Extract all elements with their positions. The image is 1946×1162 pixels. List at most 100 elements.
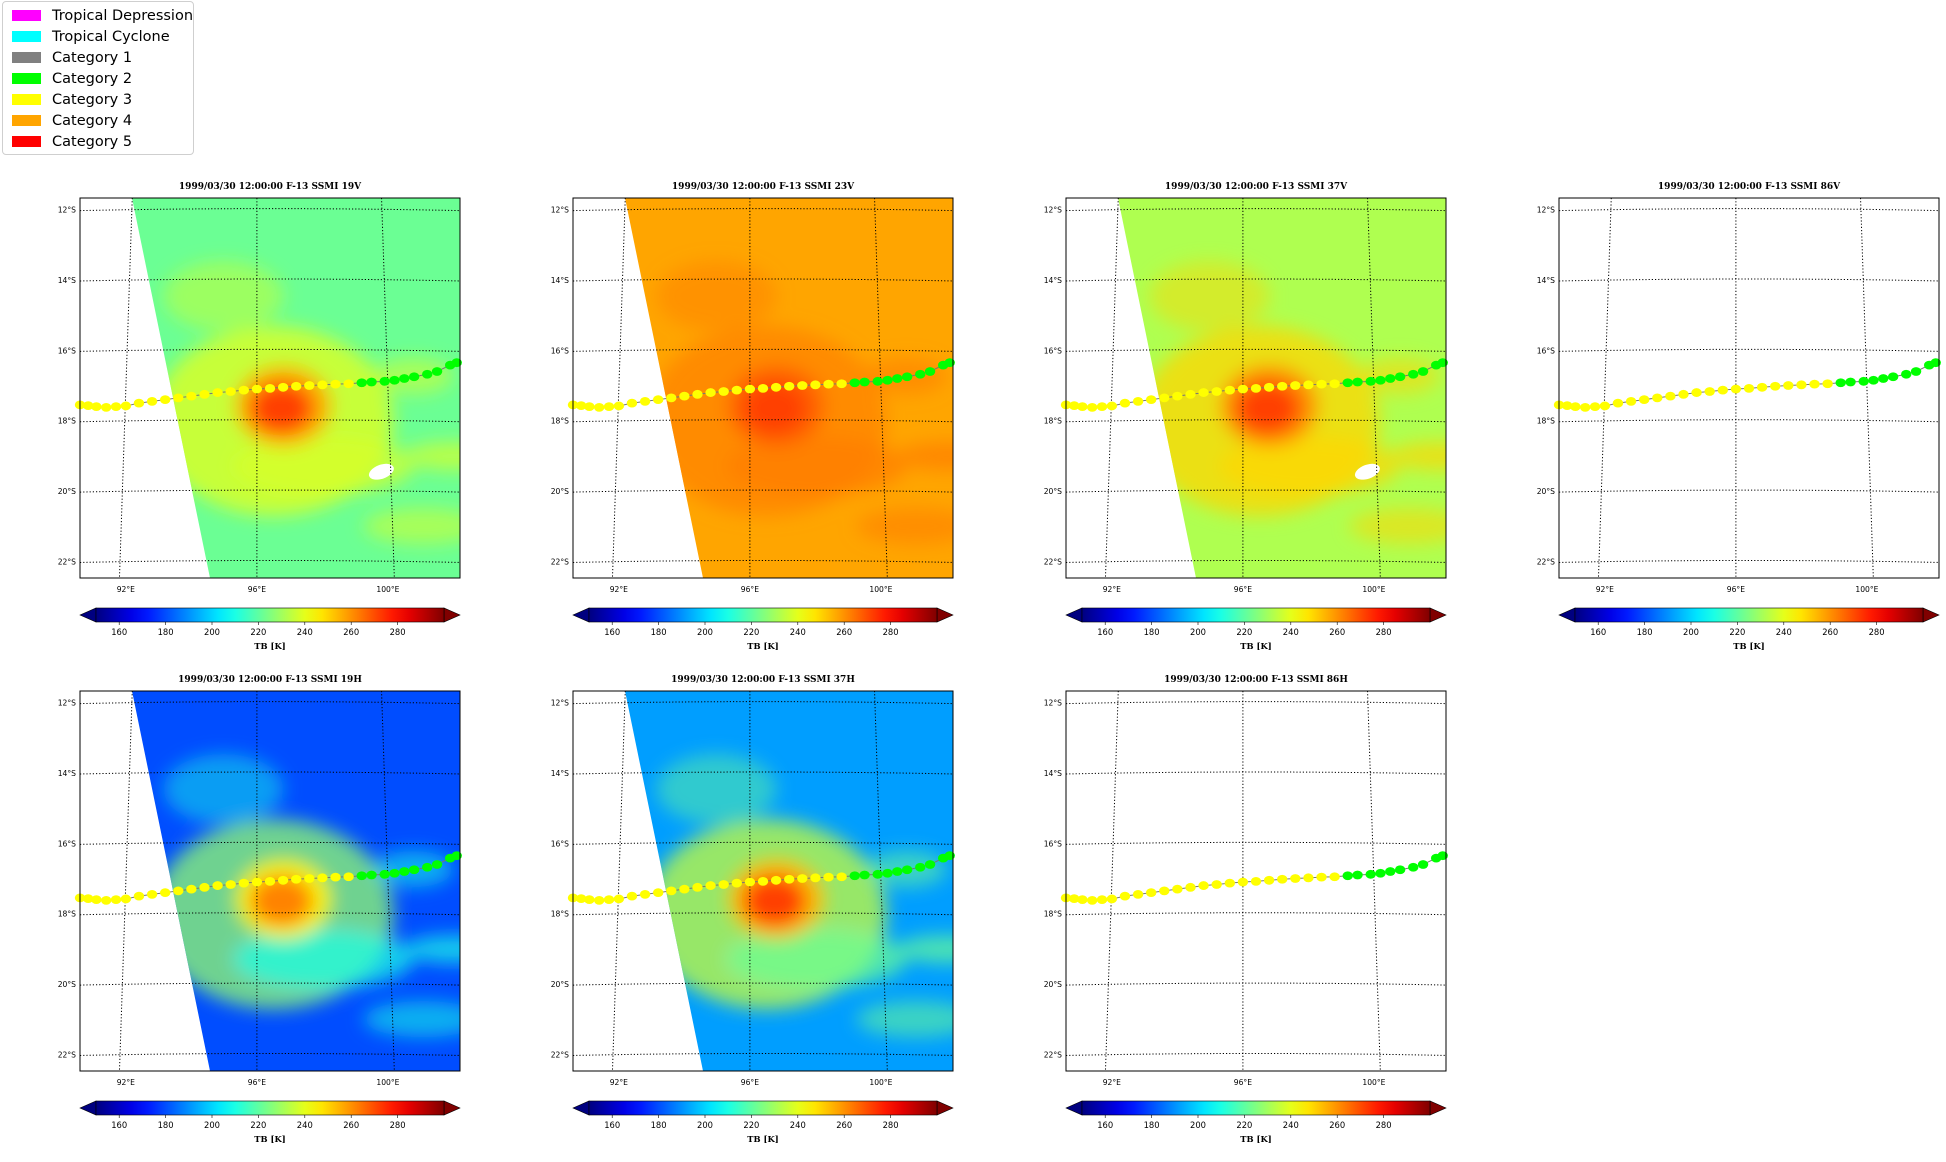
track-point <box>1329 872 1340 882</box>
track-point <box>1068 401 1080 410</box>
legend-swatch <box>12 52 41 63</box>
storm-track <box>1060 851 1448 905</box>
colorbar-tick-label: 200 <box>204 1120 220 1130</box>
lon-tick-label: 92°E <box>1103 585 1121 594</box>
track-point <box>159 888 171 898</box>
legend-swatch <box>12 94 41 105</box>
brightness-field <box>646 261 953 545</box>
track-point <box>304 381 315 390</box>
track-point <box>1868 375 1879 385</box>
track-point <box>1132 396 1144 406</box>
colorbar-label: TB [K] <box>1240 1134 1271 1144</box>
track-point <box>1394 865 1406 875</box>
legend-label: Category 1 <box>52 49 133 66</box>
storm-category-legend: Tropical Depression Tropical Cyclone Cat… <box>2 1 194 155</box>
track-point <box>810 380 821 390</box>
track-point <box>575 894 587 903</box>
track-point <box>731 385 742 395</box>
lat-tick-label: 20°S <box>551 487 569 496</box>
track-point <box>679 391 690 401</box>
lat-tick-label: 22°S <box>551 557 569 566</box>
track-point <box>277 382 289 392</box>
brightness-field <box>646 754 953 1038</box>
track-point <box>1437 851 1448 861</box>
colorbar-tick-label: 260 <box>836 1120 852 1130</box>
track-point <box>146 396 158 406</box>
track-point <box>356 378 367 388</box>
lat-tick-label: 14°S <box>1044 276 1062 285</box>
panel-19v: 1999/03/30 12:00:00 F-13 SSMI 19V 12°S 14°… <box>40 175 510 669</box>
track-point <box>575 401 587 410</box>
track-point <box>91 895 102 905</box>
track-point <box>1930 358 1941 368</box>
track-point <box>1730 384 1742 394</box>
lat-tick-label: 16°S <box>1044 839 1062 848</box>
track-point <box>882 375 893 385</box>
track-point <box>859 377 870 387</box>
track-point <box>1385 867 1396 876</box>
colorbar-tick-label: 180 <box>1637 627 1653 637</box>
lon-tick-label: 96°E <box>1234 1078 1252 1087</box>
track-point <box>1770 381 1781 391</box>
track-point <box>584 895 595 905</box>
track-point <box>304 874 315 883</box>
map-frame <box>1558 197 1940 579</box>
colorbar-tick-label: 220 <box>1236 1120 1252 1130</box>
track-point <box>1106 401 1118 411</box>
colorbar-tick-label: 260 <box>1822 627 1838 637</box>
track-point <box>317 873 328 883</box>
legend-label: Category 5 <box>52 133 133 150</box>
panel-title: 1999/03/30 12:00:00 F-13 SSMI 86H <box>1164 675 1348 685</box>
track-point <box>849 378 860 388</box>
storm-track <box>567 851 955 905</box>
track-point <box>1352 870 1363 880</box>
lat-tick-label: 20°S <box>58 487 76 496</box>
lon-tick-label: 96°E <box>741 1078 759 1087</box>
track-point <box>422 862 433 872</box>
track-point <box>1198 388 1209 397</box>
track-point <box>784 381 795 391</box>
track-point <box>705 881 716 890</box>
track-point <box>1159 886 1170 896</box>
panel-86v: 1999/03/30 12:00:00 F-13 SSMI 86V 12°S 14°… <box>1519 175 1946 669</box>
track-point <box>1159 393 1170 403</box>
track-point <box>82 401 94 410</box>
track-point <box>603 402 615 412</box>
track-point <box>1211 880 1222 889</box>
track-point <box>784 874 795 884</box>
track-point <box>330 379 341 389</box>
lat-tick-label: 22°S <box>1044 1050 1062 1059</box>
track-point <box>594 895 605 905</box>
track-point <box>225 880 236 889</box>
track-point <box>872 376 883 386</box>
track-point <box>291 874 302 884</box>
track-point <box>1561 401 1573 410</box>
legend-entry-category-1: Category 1 <box>12 47 132 68</box>
track-point <box>770 875 782 885</box>
track-point <box>1437 358 1448 368</box>
lat-tick-label: 16°S <box>551 839 569 848</box>
lat-tick-label: 16°S <box>551 346 569 355</box>
lat-tick-label: 18°S <box>58 417 76 426</box>
lon-tick-label: 100°E <box>869 585 892 594</box>
track-point <box>199 882 210 892</box>
track-point <box>1783 381 1794 390</box>
track-point <box>1375 868 1386 878</box>
track-point <box>892 374 903 383</box>
track-point <box>1211 387 1222 396</box>
track-point <box>1068 894 1080 903</box>
lat-tick-label: 16°S <box>58 839 76 848</box>
lat-tick-label: 18°S <box>1044 910 1062 919</box>
track-point <box>1303 380 1314 390</box>
track-point <box>1678 389 1689 399</box>
track-point <box>133 398 145 408</box>
track-point <box>1077 402 1088 412</box>
colorbar-tick-label: 280 <box>1376 627 1392 637</box>
track-point <box>101 402 112 412</box>
lat-tick-label: 16°S <box>1537 346 1555 355</box>
lon-tick-label: 96°E <box>741 585 759 594</box>
lat-tick-label: 14°S <box>58 276 76 285</box>
panel-title: 1999/03/30 12:00:00 F-13 SSMI 86V <box>1658 182 1841 192</box>
storm-track <box>74 851 462 905</box>
track-point <box>1185 389 1196 399</box>
